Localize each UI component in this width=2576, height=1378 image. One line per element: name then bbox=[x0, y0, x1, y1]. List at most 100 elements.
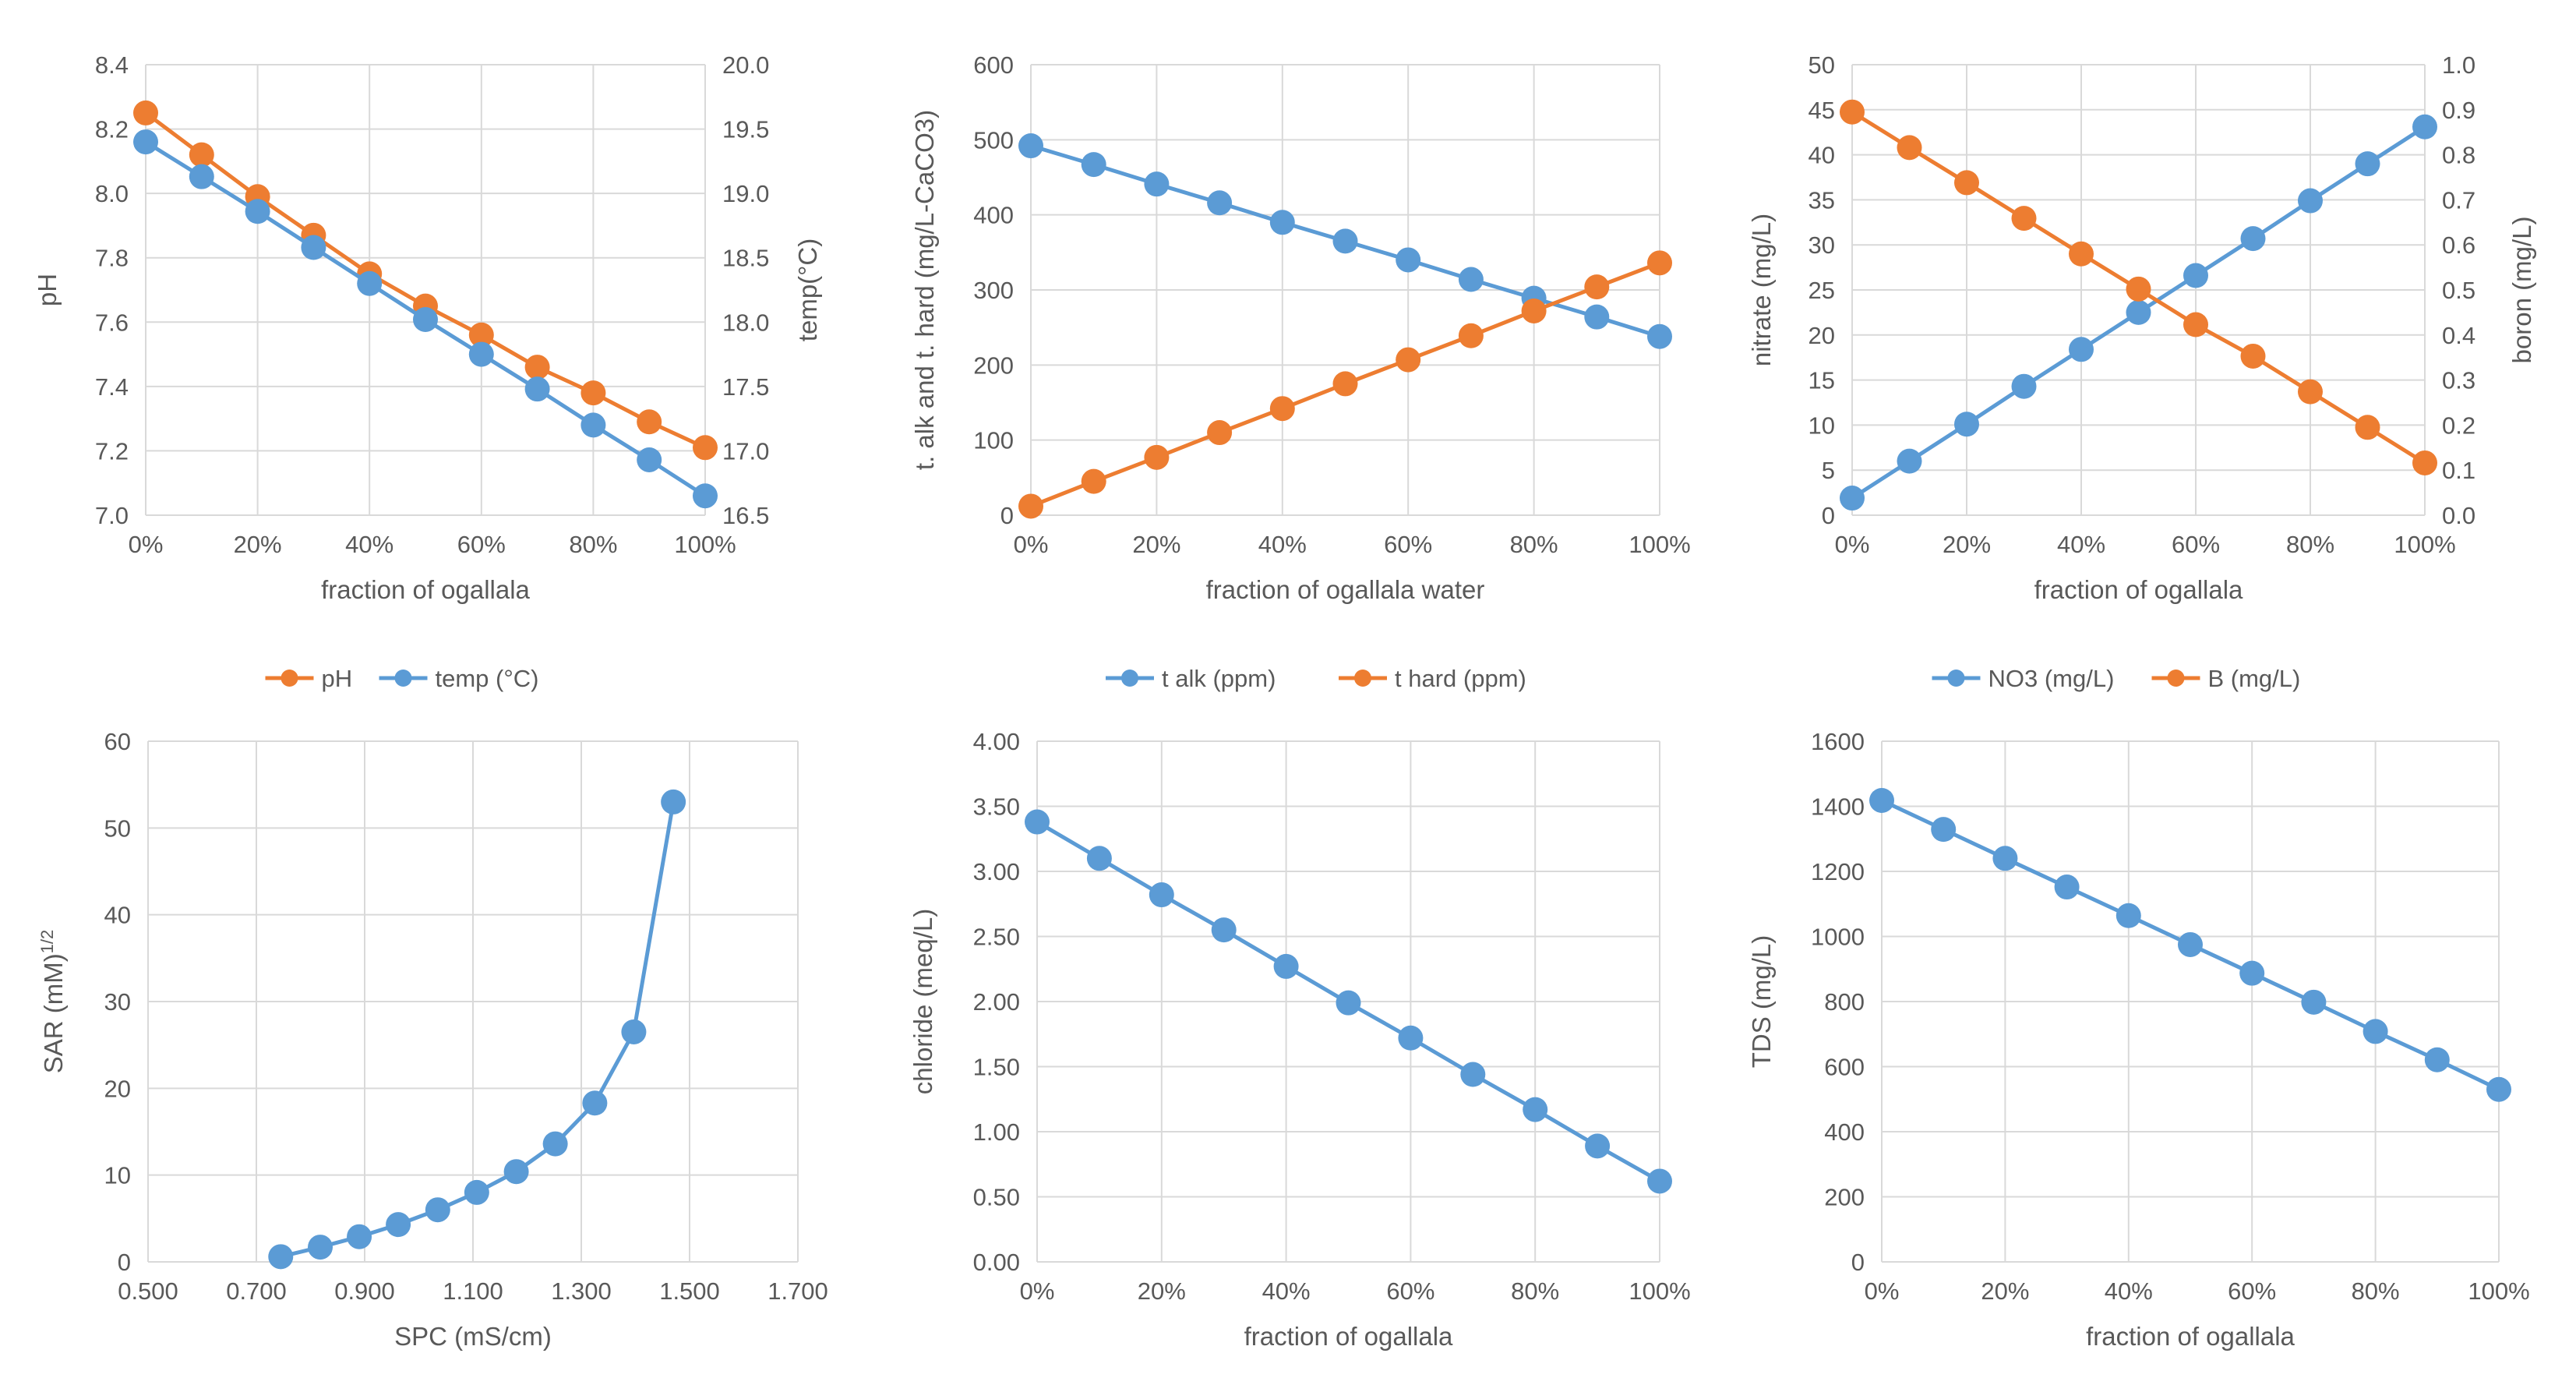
sar-spc-gridlines bbox=[147, 740, 799, 1263]
y2-tick-label: 17.5 bbox=[722, 373, 769, 401]
data-point bbox=[582, 1090, 608, 1116]
x-tick-label: 0.500 bbox=[118, 1277, 178, 1305]
legend-item: B (mg/L) bbox=[2151, 665, 2300, 692]
y-tick-label: 8.4 bbox=[95, 51, 129, 79]
data-point bbox=[542, 1131, 568, 1157]
data-point bbox=[580, 380, 606, 406]
y2-tick-label: 0.6 bbox=[2442, 231, 2475, 259]
data-point bbox=[2011, 373, 2037, 399]
data-point bbox=[464, 1179, 489, 1205]
data-point bbox=[661, 789, 686, 814]
data-point bbox=[1149, 882, 1174, 908]
data-point bbox=[1144, 171, 1170, 197]
y-tick-label: 600 bbox=[973, 51, 1014, 79]
data-point bbox=[1458, 267, 1484, 292]
y-tick-label: 5 bbox=[1822, 457, 1835, 484]
y-tick-label: 0.50 bbox=[973, 1184, 1020, 1211]
data-point bbox=[1269, 396, 1295, 422]
data-point bbox=[1897, 448, 1922, 474]
x-tick-label: 80% bbox=[1510, 531, 1558, 558]
series-no3-mg-l- bbox=[1840, 114, 2437, 511]
data-point bbox=[1207, 420, 1233, 446]
y-tick-label: 10 bbox=[1808, 412, 1835, 439]
x-tick-label: 40% bbox=[1258, 531, 1307, 558]
data-point bbox=[189, 142, 214, 168]
y2-tick-label: 0.3 bbox=[2442, 367, 2475, 394]
ph-temp-gridlines bbox=[145, 64, 706, 516]
ph-temp-chart: 7.0 7.2 7.4 7.6 7.8 8.0 8.2 8.4 16.5 17.0 17.5 18.0… bbox=[33, 51, 822, 692]
y-tick-label: 1000 bbox=[1811, 924, 1865, 951]
x-tick-label: 0% bbox=[1865, 1277, 1900, 1305]
legend-swatch-marker bbox=[1947, 670, 1965, 687]
x-tick-label: 100% bbox=[2468, 1277, 2529, 1305]
x-tick-label: 100% bbox=[1629, 1277, 1690, 1305]
x-tick-label: 60% bbox=[2228, 1277, 2276, 1305]
legend-swatch-marker bbox=[281, 670, 298, 687]
y-tick-label: 3.50 bbox=[973, 793, 1020, 821]
data-point bbox=[2054, 874, 2080, 900]
x-axis-title: fraction of ogallala bbox=[321, 575, 530, 604]
x-axis-title: fraction of ogallala bbox=[1244, 1322, 1453, 1351]
legend-swatch-marker bbox=[1121, 670, 1138, 687]
y-tick-label: 30 bbox=[104, 988, 131, 1016]
chloride-chart: 0.00 0.50 1.00 1.50 2.00 2.50 3.00 3.50 4.00 0% 20… bbox=[909, 728, 1691, 1351]
series-ph bbox=[133, 100, 718, 461]
y-tick-label: 3.00 bbox=[973, 858, 1020, 885]
data-point bbox=[1081, 468, 1106, 494]
x-tick-label: 0% bbox=[129, 531, 164, 558]
legend-swatch-marker bbox=[2167, 670, 2185, 687]
data-point bbox=[425, 1197, 450, 1223]
data-point bbox=[1992, 846, 2018, 871]
data-point bbox=[2486, 1076, 2511, 1102]
y-tick-label: 40 bbox=[104, 902, 131, 929]
data-point bbox=[468, 322, 494, 348]
data-point bbox=[2126, 299, 2151, 325]
data-point bbox=[308, 1235, 333, 1260]
series-temp-c- bbox=[133, 129, 718, 509]
x-tick-label: 60% bbox=[2172, 531, 2220, 558]
series-data-0 bbox=[1869, 787, 2511, 1102]
data-point bbox=[1521, 298, 1547, 323]
data-point bbox=[1931, 817, 1957, 843]
x-tick-label: 80% bbox=[2352, 1277, 2400, 1305]
y-tick-label: 10 bbox=[104, 1162, 131, 1189]
y-axis-title: nitrate (mg/L) bbox=[1747, 214, 1776, 366]
data-point bbox=[2183, 312, 2208, 337]
y-tick-label: 300 bbox=[973, 277, 1014, 304]
legend-swatch-marker bbox=[394, 670, 412, 687]
x-tick-label: 0% bbox=[1014, 531, 1049, 558]
nitrate-boron-gridlines bbox=[1851, 64, 2426, 516]
data-point bbox=[1460, 1062, 1486, 1087]
data-point bbox=[621, 1019, 647, 1044]
legend-item: NO3 (mg/L) bbox=[1932, 665, 2114, 692]
data-point bbox=[1018, 133, 1043, 159]
y2-tick-label: 17.0 bbox=[722, 437, 769, 465]
x-tick-label: 20% bbox=[234, 531, 282, 558]
x-tick-label: 100% bbox=[2394, 531, 2455, 558]
tds-chart: 0 200 400 600 800 1000 1200 1400 1600 0% 20% 40% 60%… bbox=[1747, 728, 2530, 1351]
y2-tick-label: 0.4 bbox=[2442, 322, 2475, 349]
data-point bbox=[468, 341, 494, 367]
y-tick-label: 1.50 bbox=[973, 1054, 1020, 1081]
legend-item: t hard (ppm) bbox=[1339, 665, 1526, 692]
data-point bbox=[1897, 135, 1922, 161]
legend-item: t alk (ppm) bbox=[1106, 665, 1276, 692]
x-tick-label: 0.900 bbox=[334, 1277, 395, 1305]
legend-item: pH bbox=[265, 665, 352, 692]
x-tick-label: 100% bbox=[674, 531, 736, 558]
x-tick-label: 20% bbox=[1943, 531, 1991, 558]
x-tick-label: 80% bbox=[2286, 531, 2334, 558]
data-point bbox=[524, 355, 550, 380]
data-point bbox=[2183, 263, 2208, 288]
y-tick-label: 200 bbox=[1824, 1184, 1865, 1211]
y2-axis-title: temp(°C) bbox=[793, 238, 822, 341]
data-point bbox=[1018, 493, 1043, 519]
y2-tick-label: 0.7 bbox=[2442, 186, 2475, 214]
y-tick-label: 30 bbox=[1808, 231, 1835, 259]
y-tick-label: 20 bbox=[1808, 322, 1835, 349]
y-tick-label: 600 bbox=[1824, 1054, 1865, 1081]
y-tick-label: 1.00 bbox=[973, 1118, 1020, 1146]
data-point bbox=[580, 412, 606, 438]
series-data-0 bbox=[268, 789, 686, 1270]
data-point bbox=[1025, 809, 1050, 835]
